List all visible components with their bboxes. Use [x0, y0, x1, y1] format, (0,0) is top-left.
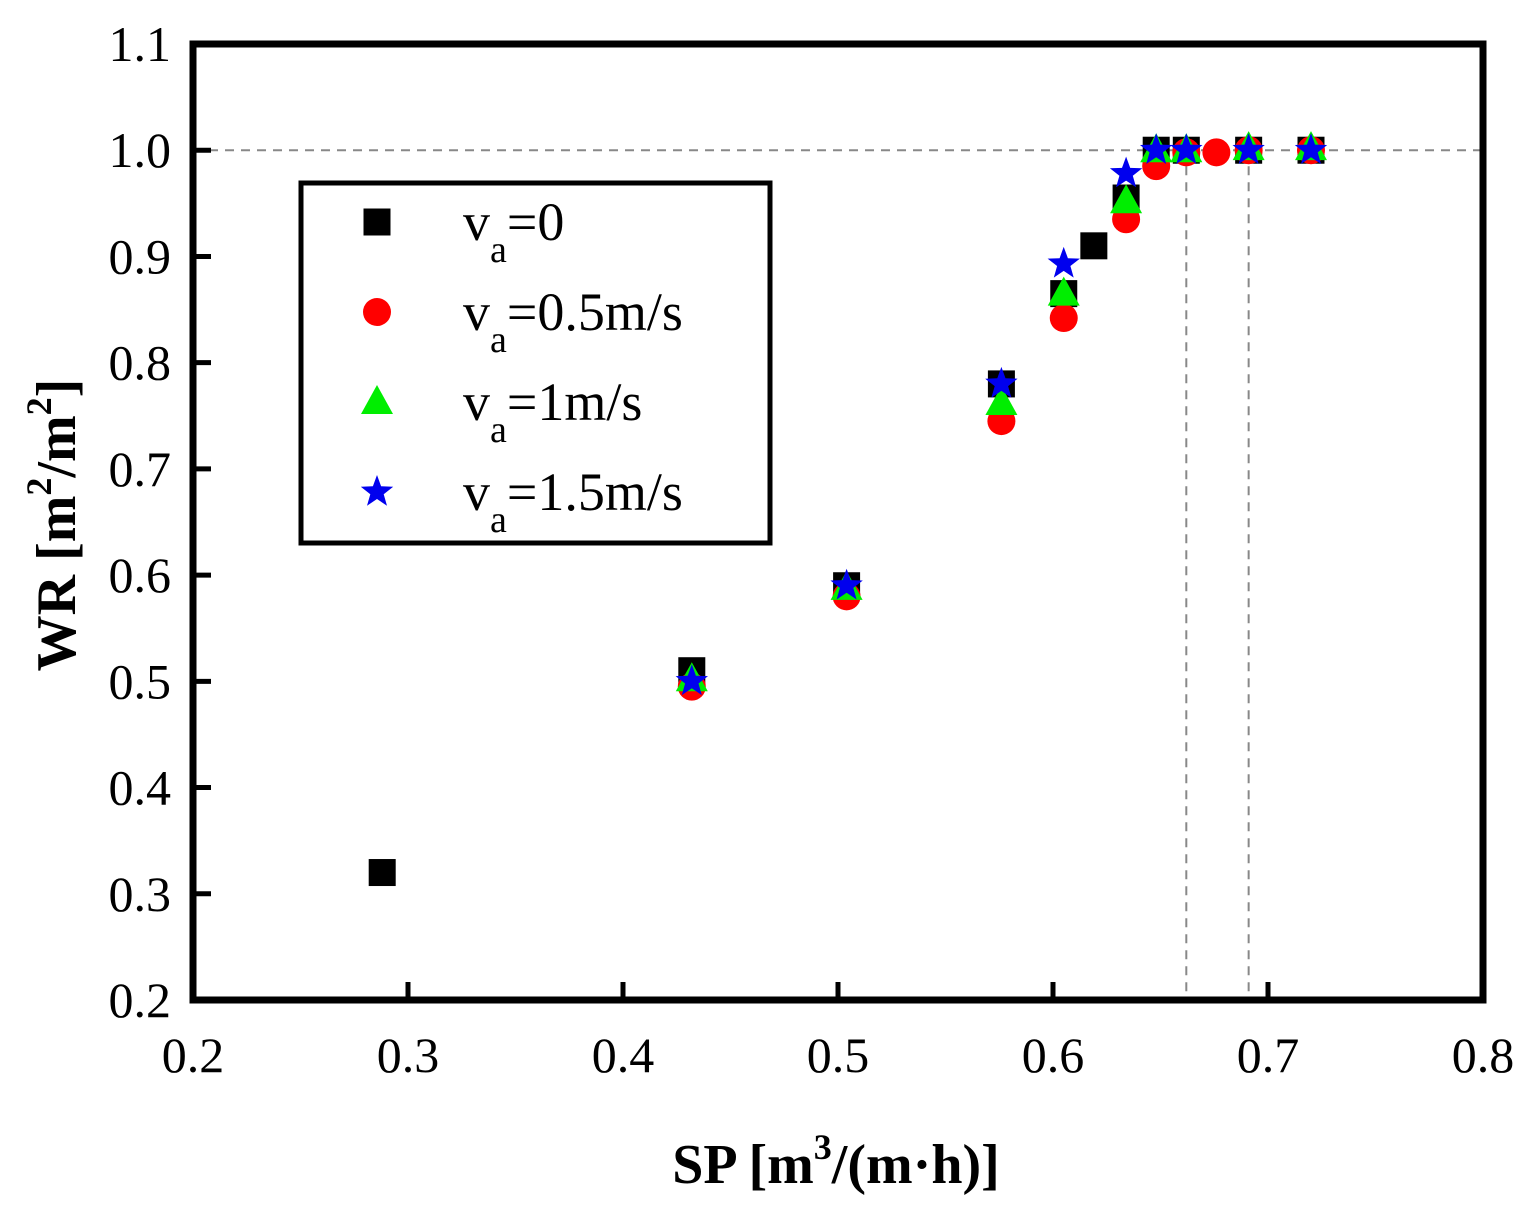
point-star	[1232, 133, 1265, 164]
point-square	[1080, 232, 1108, 260]
legend-marker-triangle	[361, 385, 393, 414]
x-tick-label: 0.2	[162, 1027, 225, 1083]
point-triangle	[1047, 276, 1080, 306]
legend-label: va=1.5m/s	[463, 462, 683, 541]
y-tick-label: 0.7	[109, 441, 172, 497]
point-star	[1294, 133, 1328, 164]
point-star	[675, 664, 708, 696]
y-tick-label: 0.8	[109, 335, 172, 391]
legend-marker-circle	[363, 298, 391, 326]
point-star	[1109, 156, 1143, 188]
x-axis-title: SP [m3/(m·h)]	[672, 1127, 1000, 1196]
x-tick-label: 0.4	[592, 1027, 655, 1083]
legend-item-1: va=0	[363, 192, 564, 271]
legend-label: va=0	[463, 192, 564, 271]
series-2	[677, 136, 1325, 701]
y-tick-label: 0.4	[109, 760, 172, 816]
point-star	[1047, 246, 1080, 278]
series-4	[675, 133, 1328, 696]
x-tick-label: 0.8	[1452, 1027, 1515, 1083]
y-axis-title: WR [m2/m2]	[19, 379, 88, 672]
legend: va=0 va=0.5m/s va=1m/s va=1.5m/s	[298, 180, 773, 546]
y-tick-label: 0.3	[109, 866, 172, 922]
x-tick-label: 0.5	[807, 1027, 870, 1083]
legend-marker-star	[360, 475, 394, 506]
point-star	[830, 568, 863, 600]
legend-item-2: va=0.5m/s	[363, 282, 683, 361]
legend-marker-square	[363, 208, 391, 236]
data-points	[368, 131, 1328, 887]
legend-item-3: va=1m/s	[361, 372, 642, 451]
reference-lines	[193, 149, 1483, 1000]
legend-item-4: va=1.5m/s	[360, 462, 683, 541]
legend-label: va=1m/s	[463, 372, 642, 451]
axis-ticks: 0.2 0.3 0.4 0.5 0.6 0.7 0.8 0.2 0.3 0.4 0.5 0.6 0.7 0…	[109, 16, 1515, 1083]
y-tick-label: 0.2	[109, 972, 172, 1028]
point-triangle	[985, 386, 1018, 416]
point-star	[1140, 133, 1173, 164]
y-tick-label: 1.0	[109, 122, 172, 178]
point-triangle	[1110, 184, 1143, 214]
x-tick-label: 0.6	[1022, 1027, 1085, 1083]
y-tick-label: 0.5	[109, 653, 172, 709]
legend-label: va=0.5m/s	[463, 282, 683, 361]
series-3	[675, 131, 1327, 692]
point-square	[368, 859, 396, 887]
point-star	[985, 366, 1018, 398]
y-tick-label: 0.6	[109, 547, 172, 603]
x-tick-label: 0.3	[377, 1027, 440, 1083]
y-tick-label: 0.9	[109, 228, 172, 284]
point-circle	[1049, 304, 1078, 333]
point-circle	[1202, 138, 1231, 167]
x-tick-label: 0.7	[1237, 1027, 1300, 1083]
y-tick-label: 1.1	[109, 16, 172, 72]
point-star	[1170, 133, 1203, 164]
